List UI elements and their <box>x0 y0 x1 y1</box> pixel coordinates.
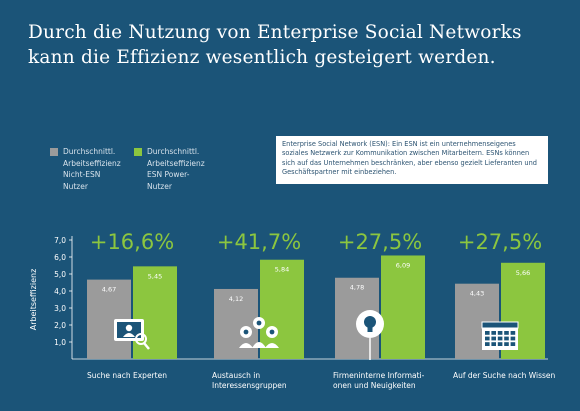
calendar-cell <box>510 331 516 335</box>
calendar-cell <box>497 342 503 346</box>
legend-swatch-grey <box>50 148 58 156</box>
calendar-cell <box>510 336 516 341</box>
calendar-cell <box>485 342 490 346</box>
value-label-non-esn: 4,67 <box>102 286 116 294</box>
person-body <box>123 333 135 337</box>
calendar-cell <box>491 336 496 341</box>
person-head <box>125 324 133 332</box>
calendar-header <box>481 321 519 329</box>
calendar-cell <box>485 331 490 335</box>
value-label-non-esn: 4,78 <box>350 284 364 292</box>
increase-label: +16,6% <box>90 230 174 254</box>
y-tick-label: 2,0 <box>54 321 66 330</box>
esn-definition-box: Enterprise Social Network (ESN): Ein ESN… <box>276 136 548 184</box>
calendar-cell <box>485 336 490 341</box>
calendar-cell <box>497 331 503 335</box>
value-label-esn-power: 5,84 <box>275 266 289 274</box>
category-label: Suche nach Experten <box>87 371 167 380</box>
value-label-esn-power: 5,66 <box>516 269 530 277</box>
y-tick-label: 5,0 <box>54 270 66 279</box>
magnifier-lens <box>135 333 147 345</box>
calendar-cell <box>491 342 496 346</box>
category-label: Firmeninterne Informati- <box>333 371 425 380</box>
y-tick-label: 7,0 <box>54 236 66 245</box>
legend-label-esn-power: Durchschnittl. Arbeitseffizienz ESN Powe… <box>147 147 205 191</box>
y-tick-label: 6,0 <box>54 253 66 262</box>
value-label-esn-power: 5,45 <box>148 272 162 280</box>
y-tick-label: 3,0 <box>54 304 66 313</box>
calendar-cell <box>504 336 509 341</box>
legend-swatch-green <box>134 148 142 156</box>
increase-label: +27,5% <box>458 230 542 254</box>
calendar-cell <box>491 331 496 335</box>
magnifier-handle <box>143 342 150 350</box>
value-label-non-esn: 4,43 <box>470 290 484 298</box>
gear-hole <box>243 329 249 335</box>
increase-label: +41,7% <box>217 230 301 254</box>
calendar-cell <box>497 336 503 341</box>
bulb-glass <box>364 316 376 328</box>
legend-label-non-esn: Durchschnittl. Arbeitseffizienz Nicht-ES… <box>63 147 121 191</box>
category-label: Auf der Suche nach Wissen <box>453 371 556 380</box>
y-tick-label: 1,0 <box>54 338 66 347</box>
calendar-cell <box>510 342 516 346</box>
category-label: Interessensgruppen <box>212 381 287 390</box>
bulb-base <box>367 327 373 332</box>
bar-esn-power <box>381 255 425 359</box>
y-tick-label: 4,0 <box>54 287 66 296</box>
category-label: Austausch in <box>212 371 260 380</box>
calendar-cell <box>504 342 509 346</box>
category-label: onen und Neuigkeiten <box>333 381 416 390</box>
gear-hole <box>269 329 275 335</box>
bar-esn-power <box>260 259 304 359</box>
y-axis-label: Arbeitseffizienz <box>29 269 38 331</box>
value-label-non-esn: 4,12 <box>229 295 243 303</box>
group-bodies <box>239 342 279 348</box>
gear-hole <box>256 320 262 326</box>
chart-title: Durch die Nutzung von Enterprise Social … <box>28 22 522 68</box>
value-label-esn-power: 6,09 <box>396 261 410 269</box>
calendar-cell <box>504 331 509 335</box>
increase-label: +27,5% <box>338 230 422 254</box>
